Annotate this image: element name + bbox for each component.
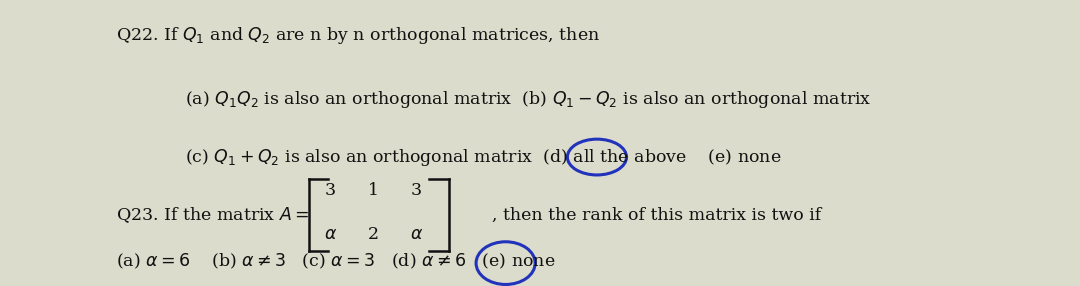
Text: (a) $\alpha=6$    (b) $\alpha\neq3$   (c) $\alpha=3$   (d) $\alpha\neq6$   (e) n: (a) $\alpha=6$ (b) $\alpha\neq3$ (c) $\a… (116, 252, 555, 271)
Text: $\alpha$: $\alpha$ (409, 226, 423, 243)
Text: Q23. If the matrix $A=$: Q23. If the matrix $A=$ (116, 205, 309, 225)
Text: 3: 3 (410, 182, 422, 198)
Text: (c) $Q_1+Q_2$ is also an orthogonal matrix  (d) all the above    (e) none: (c) $Q_1+Q_2$ is also an orthogonal matr… (186, 146, 782, 168)
Text: 1: 1 (368, 182, 379, 198)
Text: 2: 2 (368, 226, 379, 243)
Text: (a) $Q_1Q_2$ is also an orthogonal matrix  (b) $Q_1-Q_2$ is also an orthogonal m: (a) $Q_1Q_2$ is also an orthogonal matri… (186, 89, 872, 110)
Text: Q22. If $Q_1$ and $Q_2$ are n by n orthogonal matrices, then: Q22. If $Q_1$ and $Q_2$ are n by n ortho… (116, 25, 599, 46)
Text: , then the rank of this matrix is two if: , then the rank of this matrix is two if (491, 206, 821, 223)
Text: $\alpha$: $\alpha$ (324, 226, 337, 243)
Text: 3: 3 (325, 182, 336, 198)
